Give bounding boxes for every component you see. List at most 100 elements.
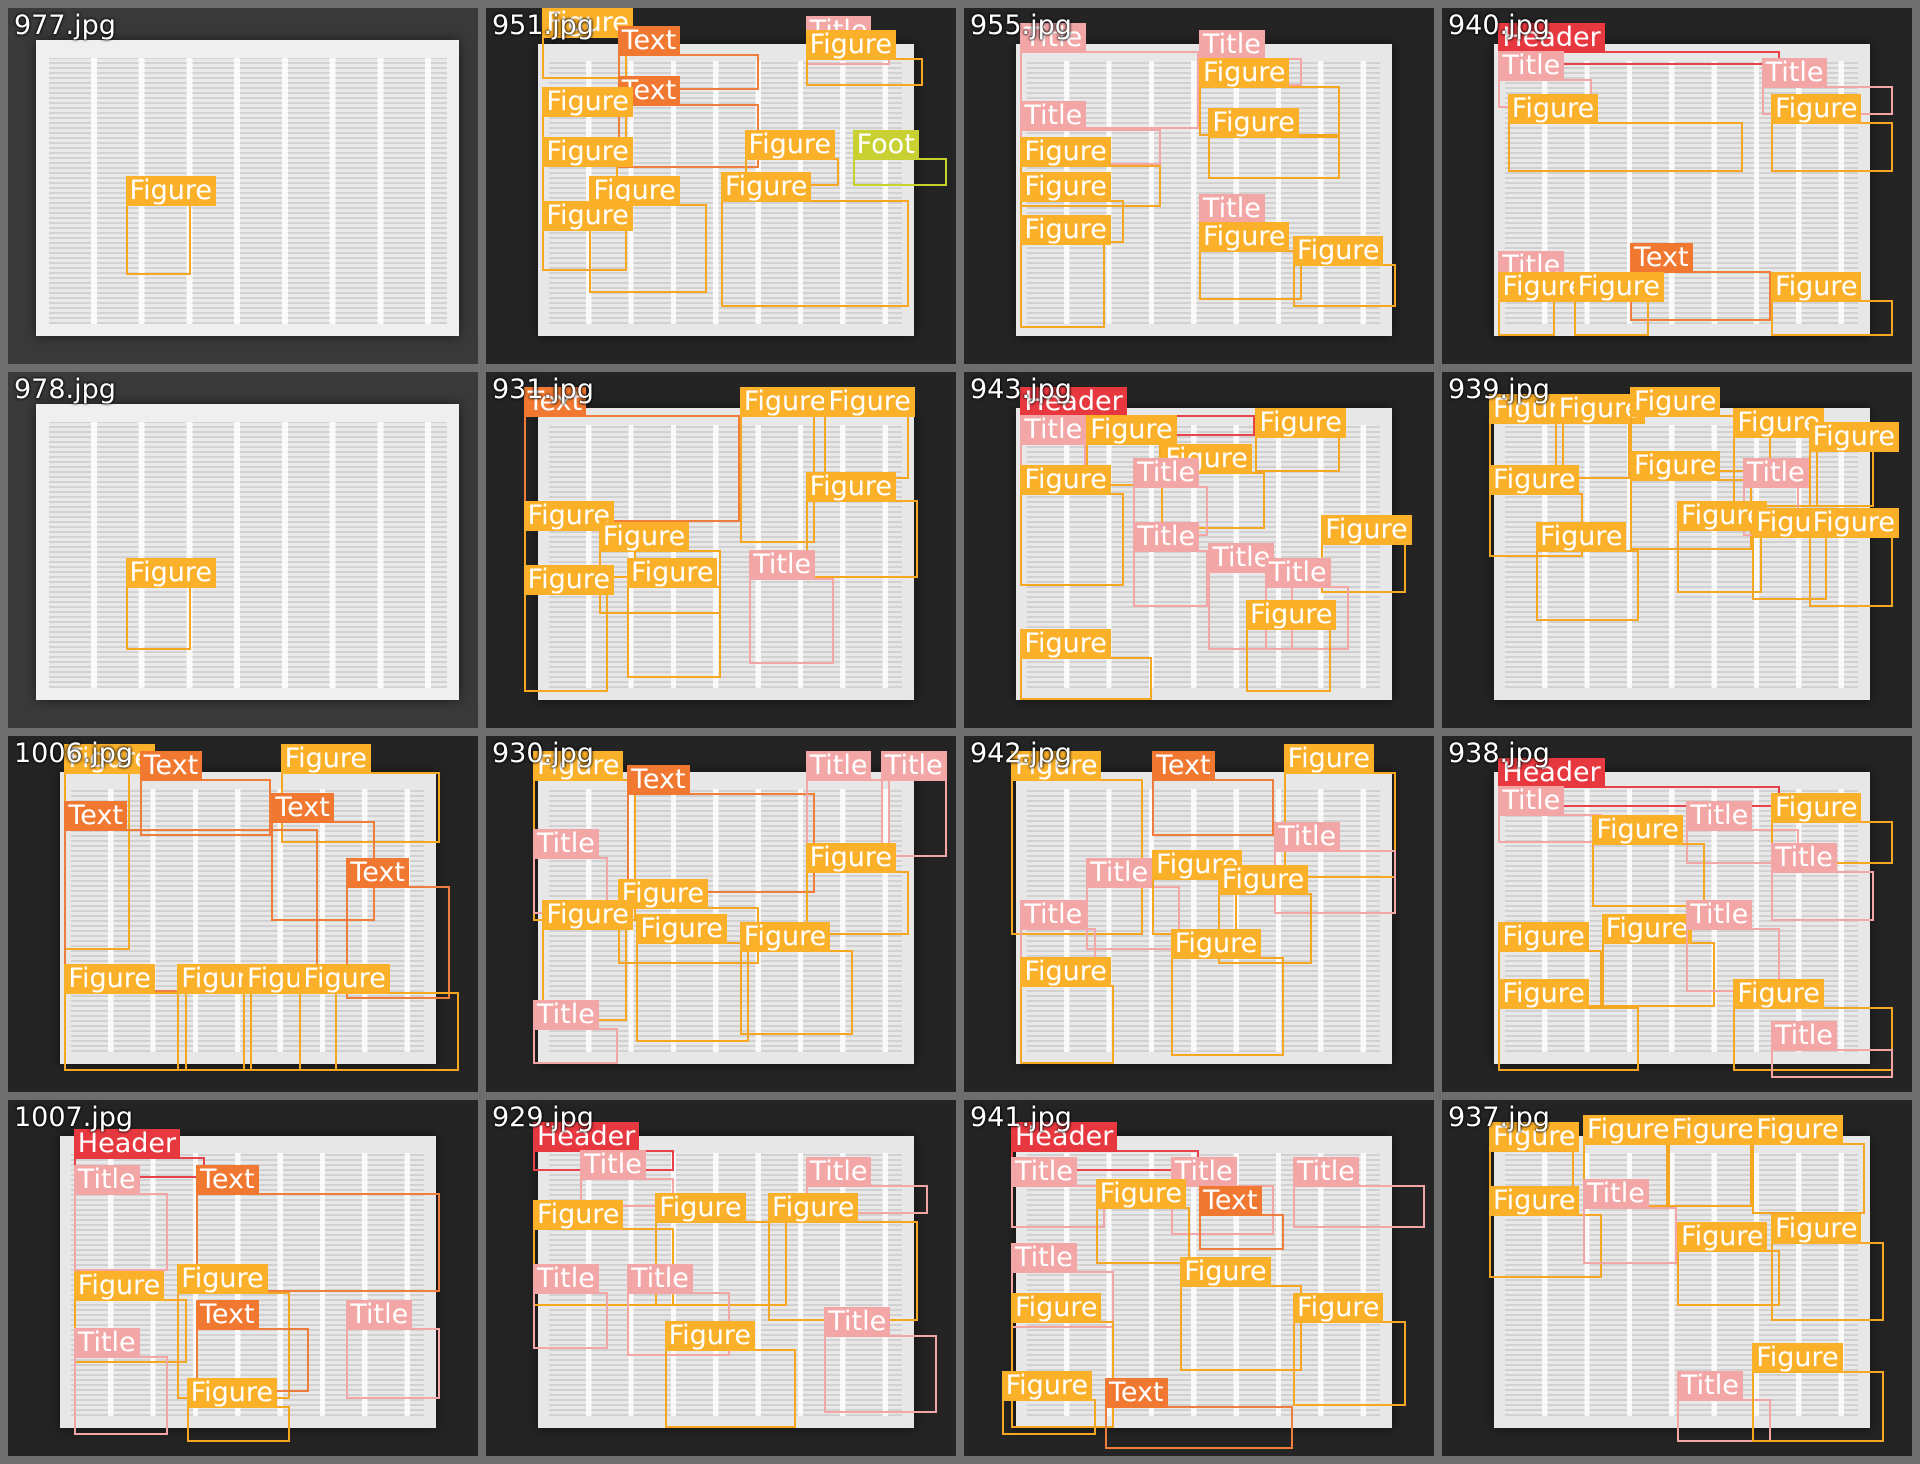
- detection-box-figure: Figure: [1001, 1371, 1096, 1435]
- detection-label: Header: [533, 1121, 640, 1152]
- detection-box-figure: Figure: [1255, 408, 1346, 472]
- detection-label: Text: [346, 857, 409, 888]
- detection-box-text: Text: [1105, 1378, 1293, 1449]
- detection-box-figure: Figure: [1498, 978, 1640, 1071]
- detection-label: Figure: [598, 522, 690, 552]
- detection-label: Title: [533, 829, 599, 860]
- result-cell: 942.jpg Figure Text Figure Title Title Figure F…: [964, 736, 1434, 1092]
- detection-box-title: Title: [749, 550, 834, 664]
- detection-label: Figure: [1246, 600, 1337, 631]
- detection-label: Figure: [1011, 750, 1102, 781]
- detection-box-figure: Figure: [664, 1321, 797, 1428]
- detection-box-title: Title: [824, 1306, 938, 1414]
- detection-box-title: Title: [805, 750, 891, 850]
- image-filename: 943.jpg: [970, 374, 1072, 405]
- detection-label: Figure: [1752, 1342, 1843, 1373]
- image-filename: 1007.jpg: [14, 1102, 134, 1133]
- detection-label: Title: [1677, 1371, 1743, 1402]
- newspaper-image: [36, 404, 460, 700]
- detection-label: Figure: [1180, 1257, 1271, 1288]
- detection-box-figure: Figure: [636, 914, 750, 1043]
- detection-box-figure: Figure: [1808, 507, 1900, 607]
- detection-box-title: Title: [1170, 1157, 1275, 1236]
- detection-box-figure: Figure: [768, 1193, 919, 1321]
- detection-label: Header: [1498, 757, 1605, 788]
- detection-box-header: Header: [533, 1121, 674, 1172]
- detection-label: Figure: [1573, 271, 1665, 302]
- detection-label: Title: [1686, 800, 1753, 831]
- detection-box-figure: Figure: [542, 8, 633, 80]
- detection-label: Figure: [64, 743, 155, 774]
- image-filename: 978.jpg: [14, 374, 116, 405]
- detection-box-header: Header: [1498, 22, 1781, 65]
- detection-label: Figure: [1489, 465, 1580, 496]
- image-filename: 931.jpg: [492, 374, 594, 405]
- detection-label: Text: [523, 386, 587, 417]
- detection-label: Title: [1020, 415, 1087, 446]
- detection-label: Title: [1686, 900, 1753, 931]
- detection-box-figure: Figure: [1293, 1292, 1406, 1407]
- detection-label: Figure: [1507, 93, 1599, 124]
- detection-box-footer: Foot: [852, 129, 947, 186]
- detection-box-title: Title: [1133, 522, 1209, 607]
- detection-label: Figure: [768, 1193, 859, 1224]
- detection-box-text: Text: [617, 76, 759, 169]
- detection-label: Figure: [744, 129, 835, 160]
- detection-box-title: Title: [1020, 415, 1087, 472]
- result-cell: 929.jpg Header Title Title Figure Figure Figur…: [486, 1100, 956, 1456]
- detection-box-figure: Figure: [1020, 214, 1111, 329]
- detection-box-text: Text: [346, 857, 450, 1000]
- detection-box-figure: Figure: [1020, 136, 1162, 208]
- detection-box-figure: Figure: [805, 29, 924, 87]
- detection-label: Header: [73, 1128, 181, 1159]
- detection-box-figure: Figure: [542, 900, 633, 1021]
- detection-box-figure: Figure: [177, 1264, 290, 1400]
- detection-box-figure: Figure: [824, 386, 915, 479]
- detection-label: Title: [73, 1328, 140, 1359]
- detection-label: Figure: [1630, 450, 1721, 481]
- detection-box-figure: Figure: [1498, 271, 1589, 336]
- detection-box-title: Title: [1264, 557, 1350, 650]
- detection-box-figure: Figure: [1321, 514, 1412, 593]
- detection-box-figure: Figure: [1771, 271, 1894, 336]
- detection-box-figure: Figure: [739, 386, 831, 543]
- detection-box-figure: Figure: [1630, 450, 1753, 550]
- detection-label: Figure: [1293, 1292, 1384, 1323]
- detection-label: Text: [271, 793, 334, 824]
- detection-box-figure: Figure: [64, 964, 187, 1071]
- detection-label: Figure: [523, 564, 615, 595]
- detection-label: Figure: [1283, 743, 1375, 774]
- detection-box-text: Text: [1630, 243, 1771, 322]
- detection-box-figure: Figure: [1601, 914, 1715, 1007]
- detection-label: Figure: [664, 1321, 756, 1352]
- detection-box-figure: Figure: [589, 175, 707, 293]
- detection-box-header: Header: [1498, 757, 1781, 808]
- detection-label: Figure: [1489, 1121, 1580, 1152]
- detection-label: Figure: [824, 386, 915, 417]
- detection-label: Figure: [1771, 271, 1862, 302]
- detection-label: Title: [1498, 786, 1565, 817]
- detection-label: Figure: [627, 557, 718, 588]
- detection-label: Figure: [533, 750, 624, 781]
- detection-box-figure: Figure: [721, 172, 909, 308]
- detection-label: Figure: [1592, 814, 1683, 845]
- detection-label: Title: [1264, 557, 1331, 588]
- detection-label: Header: [1011, 1121, 1118, 1152]
- detection-label: Figure: [1255, 408, 1346, 439]
- detection-box-title: Title: [1686, 900, 1781, 993]
- detection-box-text: Text: [1152, 750, 1275, 836]
- image-filename: 937.jpg: [1448, 1102, 1550, 1133]
- detection-box-figure: Figure: [1180, 1257, 1303, 1371]
- image-filename: 955.jpg: [970, 10, 1072, 41]
- result-cell: 1006.jpg Figure Text Figure Text Text Text Figu…: [8, 736, 478, 1092]
- result-cell: 955.jpg Title Title Figure Title Figure Figure…: [964, 8, 1434, 364]
- detection-box-figure: Figure: [523, 564, 615, 693]
- detection-label: Text: [1105, 1378, 1168, 1409]
- detection-label: Title: [749, 550, 816, 581]
- detection-label: Foot: [852, 129, 919, 160]
- detection-box-figure: Figure: [64, 743, 155, 950]
- detection-box-figure: Figure: [1536, 522, 1640, 622]
- detection-box-figure: Figure: [125, 175, 216, 275]
- detection-label: Figure: [542, 200, 633, 231]
- detection-box-figure: Figure: [1573, 271, 1665, 336]
